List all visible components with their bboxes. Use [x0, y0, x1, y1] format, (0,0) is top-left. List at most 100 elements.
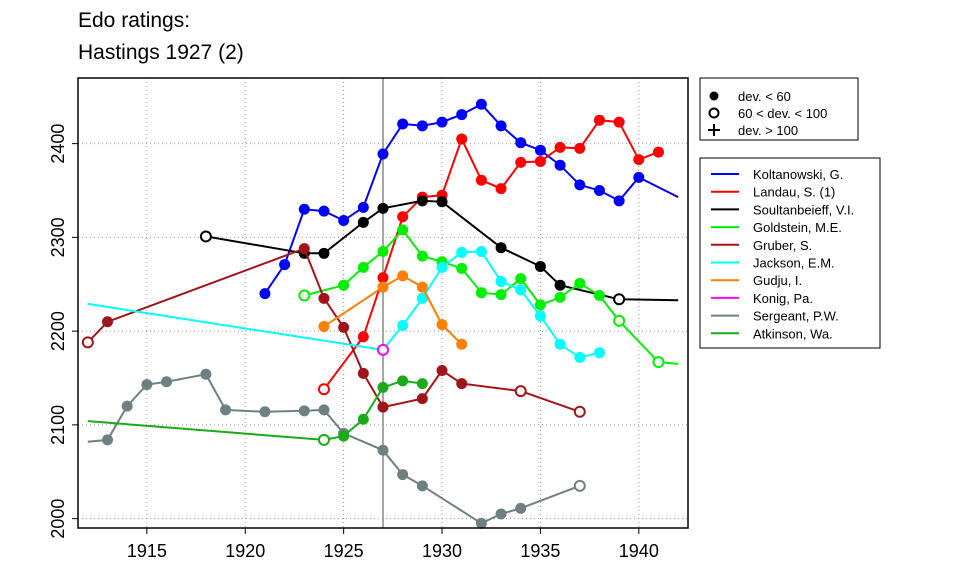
point-filled: [495, 120, 507, 132]
point-filled: [416, 292, 428, 304]
x-tick-label: 1935: [520, 541, 560, 561]
point-open: [317, 433, 330, 446]
point-filled: [298, 203, 310, 215]
point-filled: [397, 375, 409, 387]
point-filled: [357, 261, 369, 273]
series-legend-label: Goldstein, M.E.: [753, 220, 842, 235]
point-filled: [515, 137, 527, 149]
point-filled: [515, 273, 527, 285]
point-filled: [357, 201, 369, 213]
point-filled: [102, 316, 114, 328]
x-tick-label: 1920: [225, 541, 265, 561]
point-filled: [357, 216, 369, 228]
x-tick-label: 1930: [422, 541, 462, 561]
point-filled: [534, 310, 546, 322]
point-open: [613, 314, 626, 327]
point-filled: [200, 368, 212, 380]
point-filled: [318, 205, 330, 217]
x-tick-label: 1925: [324, 541, 364, 561]
series-legend-label: Soultanbeieff, V.I.: [753, 202, 854, 217]
point-filled: [554, 141, 566, 153]
point-filled: [633, 154, 645, 166]
point-filled: [416, 378, 428, 390]
point-filled: [593, 347, 605, 359]
point-filled: [456, 378, 468, 390]
point-filled: [357, 413, 369, 425]
point-open: [317, 383, 330, 396]
series-5: [87, 245, 605, 363]
series-7: [377, 343, 389, 356]
marker-legend: dev. < 60 60 < dev. < 100 dev. > 100: [699, 77, 859, 141]
point-filled: [397, 469, 409, 481]
point-filled: [416, 480, 428, 492]
point-filled: [377, 444, 389, 456]
series-0: [259, 98, 679, 300]
point-filled: [495, 275, 507, 287]
point-filled: [338, 215, 350, 226]
point-filled: [318, 404, 330, 416]
series-legend-label: Jackson, E.M.: [753, 256, 835, 271]
point-open: [81, 336, 94, 349]
point-filled: [593, 185, 605, 196]
series-legend-label: Konig, Pa.: [753, 291, 813, 306]
point-filled: [652, 146, 664, 158]
point-filled: [534, 299, 546, 311]
point-filled: [613, 195, 625, 207]
point-filled: [475, 174, 487, 186]
point-filled: [515, 156, 527, 168]
point-filled: [416, 281, 428, 293]
series-line: [87, 373, 581, 525]
point-filled: [416, 250, 428, 262]
point-filled: [456, 246, 468, 258]
point-open: [573, 405, 586, 418]
point-filled: [554, 291, 566, 303]
point-open: [652, 356, 665, 369]
point-filled: [357, 331, 369, 343]
series-4: [81, 243, 586, 418]
point-filled: [397, 320, 409, 331]
point-filled: [161, 376, 173, 388]
series-line: [87, 250, 600, 359]
point-filled: [377, 272, 389, 284]
point-filled: [338, 321, 350, 333]
point-filled: [495, 508, 507, 520]
point-open: [514, 385, 527, 398]
point-filled: [279, 259, 291, 271]
series-layer: [81, 98, 679, 529]
point-open: [573, 479, 586, 492]
point-filled: [377, 381, 389, 393]
plot-frame: [77, 77, 689, 529]
point-filled: [141, 379, 153, 391]
y-tick-label: 2100: [48, 405, 68, 445]
legend-filled-circle: [709, 91, 719, 101]
point-filled: [475, 245, 487, 257]
series-9: [87, 375, 428, 446]
point-filled: [574, 179, 586, 191]
point-filled: [416, 120, 428, 132]
point-filled: [495, 242, 507, 254]
point-filled: [416, 393, 428, 405]
point-filled: [259, 288, 271, 300]
point-filled: [377, 245, 389, 257]
point-filled: [554, 279, 566, 291]
point-filled: [456, 133, 468, 145]
series-legend-label: Atkinson, Wa.: [753, 326, 833, 341]
point-filled: [416, 195, 428, 207]
point-filled: [318, 247, 330, 259]
point-filled: [220, 404, 232, 416]
y-tick-label: 2000: [48, 499, 68, 539]
point-open: [199, 230, 212, 243]
point-open: [613, 293, 626, 306]
point-filled: [436, 116, 448, 128]
chart-title-line-1: Edo ratings:: [78, 9, 191, 32]
point-filled: [475, 287, 487, 299]
point-open: [298, 289, 311, 302]
point-filled: [397, 118, 409, 130]
x-tick-label: 1915: [127, 541, 167, 561]
series-2: [199, 195, 679, 306]
marker-legend-box: [699, 77, 859, 141]
point-filled: [633, 171, 645, 183]
series-8: [87, 368, 586, 529]
series-legend-label: Gudju, I.: [753, 273, 802, 288]
